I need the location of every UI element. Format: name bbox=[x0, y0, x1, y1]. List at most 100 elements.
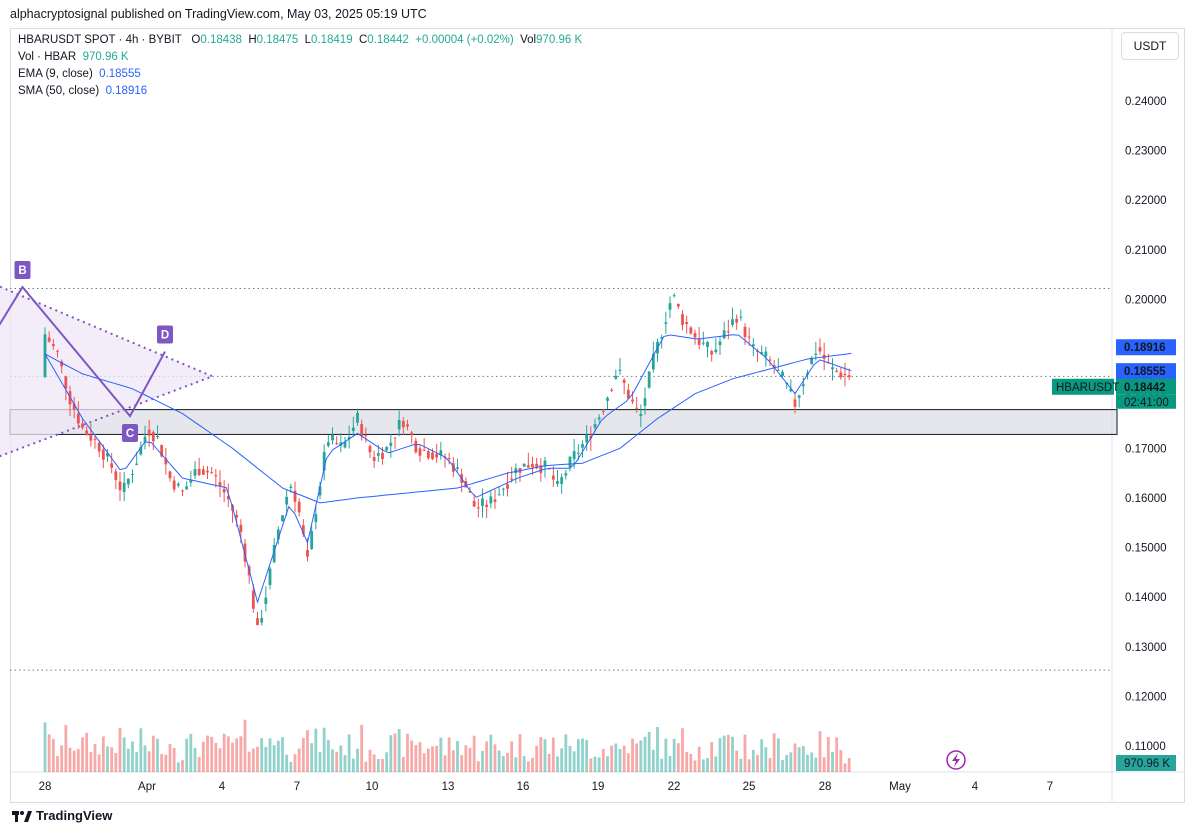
pattern-point-b bbox=[14, 261, 31, 280]
pattern-point-c bbox=[122, 424, 138, 443]
ema-indicator-legend[interactable]: EMA (9, close) 0.18555 bbox=[18, 68, 141, 80]
volume-bar bbox=[693, 760, 697, 772]
volume-bar bbox=[618, 748, 622, 772]
lightning-icon[interactable] bbox=[946, 750, 966, 770]
close-label: C bbox=[358, 34, 368, 46]
volume-bar bbox=[93, 743, 97, 772]
candle-body bbox=[672, 295, 676, 297]
volume-bar bbox=[456, 741, 459, 772]
x-tick-label: 19 bbox=[592, 781, 605, 793]
volume-bar bbox=[464, 745, 468, 772]
candle-body bbox=[747, 336, 751, 338]
volume-bar bbox=[560, 748, 564, 772]
candle-body bbox=[106, 453, 109, 457]
volume-bar bbox=[597, 757, 601, 772]
candle-body bbox=[114, 471, 118, 480]
volume-indicator-legend[interactable]: Vol · HBAR 970.96 K bbox=[18, 51, 129, 63]
x-tick-label: Apr bbox=[138, 781, 156, 793]
candle-body bbox=[76, 413, 80, 424]
volume-bar bbox=[101, 736, 105, 772]
volume-bar bbox=[664, 738, 668, 772]
volume-bar bbox=[793, 743, 797, 772]
change-value: +0.00004 (+0.02%) bbox=[415, 34, 514, 46]
candle-body bbox=[260, 617, 264, 623]
volume-bar bbox=[114, 753, 118, 772]
candle-body bbox=[235, 514, 239, 518]
vol-indicator-name: Vol · HBAR bbox=[18, 51, 77, 63]
candle-body bbox=[218, 482, 222, 487]
candle-body bbox=[543, 460, 547, 467]
candle-body bbox=[439, 450, 443, 456]
candle-body bbox=[401, 421, 405, 428]
price-tag-bg-1 bbox=[1116, 363, 1176, 380]
volume-bar bbox=[797, 747, 801, 772]
candle-body bbox=[189, 479, 193, 483]
volume-bar bbox=[43, 722, 47, 772]
volume-bar bbox=[164, 754, 168, 772]
volume-bar bbox=[493, 744, 497, 772]
currency-button[interactable]: USDT bbox=[1121, 32, 1179, 60]
candle-body bbox=[551, 475, 555, 480]
volume-group bbox=[43, 719, 851, 772]
candle-body bbox=[193, 469, 197, 476]
candle-body bbox=[585, 434, 589, 443]
y-tick-label: 0.13000 bbox=[1125, 642, 1167, 654]
volume-bar bbox=[656, 726, 659, 772]
candle-body bbox=[764, 351, 768, 357]
volume-bar bbox=[276, 740, 280, 772]
candle-body bbox=[139, 447, 143, 455]
volume-bar bbox=[543, 739, 547, 772]
candle-body bbox=[564, 473, 568, 476]
candle-body bbox=[468, 490, 472, 493]
candle-body bbox=[772, 365, 776, 368]
volume-bar bbox=[314, 728, 318, 772]
y-tick-label: 0.22000 bbox=[1125, 195, 1167, 207]
sma-indicator-legend[interactable]: SMA (50, close) 0.18916 bbox=[18, 85, 147, 97]
x-tick-label: 10 bbox=[366, 781, 379, 793]
volume-bar bbox=[501, 756, 505, 772]
volume-bar bbox=[747, 759, 751, 772]
volume-bar bbox=[739, 758, 743, 772]
volume-bar bbox=[406, 733, 409, 772]
candle-body bbox=[631, 399, 634, 402]
volume-bar bbox=[660, 758, 664, 772]
volume-bar bbox=[339, 745, 343, 772]
candle-body bbox=[781, 371, 784, 377]
volume-bar bbox=[606, 756, 609, 772]
candle-body bbox=[593, 423, 597, 428]
pattern-label-c: C bbox=[126, 428, 134, 440]
volume-bar bbox=[822, 757, 826, 772]
volume-bar bbox=[472, 735, 476, 772]
x-tick-label: 16 bbox=[517, 781, 530, 793]
abcd-pattern-line bbox=[0, 285, 166, 418]
candle-body bbox=[135, 463, 139, 465]
volume-bar bbox=[264, 746, 268, 772]
volume-bar bbox=[289, 761, 293, 772]
volume-bar bbox=[564, 734, 568, 772]
volume-bar bbox=[818, 731, 822, 772]
candle-body bbox=[272, 544, 276, 563]
volume-bar bbox=[414, 745, 418, 772]
candle-body bbox=[293, 490, 297, 502]
candle-body bbox=[697, 338, 701, 345]
candle-body bbox=[47, 337, 51, 342]
candle-body bbox=[818, 347, 822, 352]
candle-body bbox=[610, 389, 614, 391]
volume-bar bbox=[272, 745, 276, 772]
y-tick-label: 0.23000 bbox=[1125, 146, 1167, 158]
volume-bar bbox=[160, 754, 164, 772]
x-tick-label: 4 bbox=[972, 781, 979, 793]
volume-bar bbox=[176, 762, 180, 772]
candle-body bbox=[197, 468, 201, 475]
candle-body bbox=[526, 465, 530, 468]
candle-body bbox=[768, 359, 772, 361]
candle-body bbox=[643, 398, 647, 406]
volume-bar bbox=[360, 724, 364, 772]
candle-body bbox=[706, 342, 709, 348]
volume-bar bbox=[831, 752, 834, 772]
candle-body bbox=[60, 361, 64, 367]
candle-body bbox=[51, 344, 55, 347]
candle-body bbox=[64, 376, 68, 389]
volume-tag-bg bbox=[1116, 755, 1176, 771]
